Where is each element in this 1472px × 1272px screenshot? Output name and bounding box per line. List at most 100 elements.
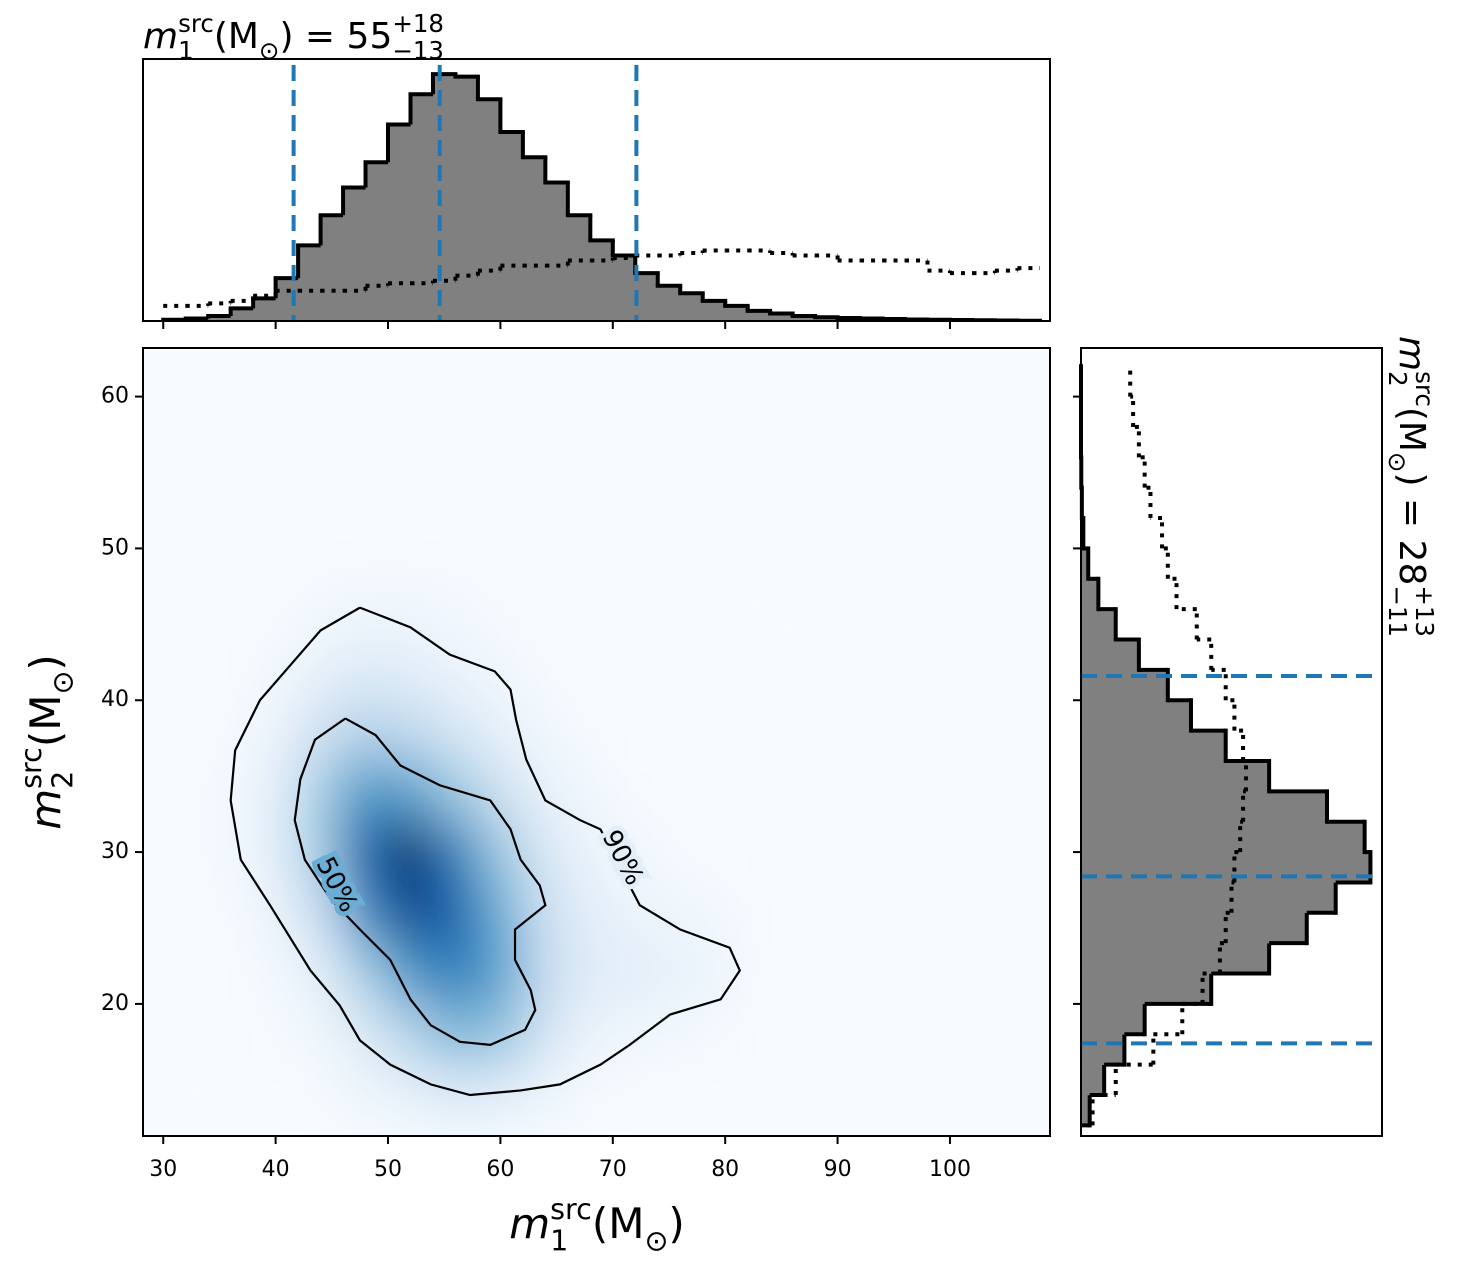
density-cell [388, 943, 434, 1005]
density-cell [388, 639, 434, 701]
density-cell [522, 1003, 569, 1066]
x-tick-label: 90 [824, 1157, 852, 1182]
density-cell [657, 821, 704, 883]
panel-title-part: ) = 55 [279, 16, 392, 57]
density-cell [702, 639, 749, 701]
density-cell [343, 1064, 389, 1126]
density-cell [612, 700, 659, 762]
density-cell [477, 1064, 524, 1126]
density-cell [432, 1003, 479, 1066]
panel-frame [142, 347, 1051, 1137]
density-cell [298, 760, 344, 823]
panel-title-part: −13 [392, 36, 444, 65]
density-cell [612, 882, 659, 944]
density-cell [208, 1003, 254, 1066]
hist-bar [680, 293, 704, 321]
hist-bar [1081, 912, 1308, 944]
hist-bar [702, 300, 726, 321]
x-axis-label-part: (M [592, 1199, 645, 1248]
hist-bar [275, 278, 299, 321]
hist-bar [1081, 973, 1212, 1005]
density-cell [657, 1064, 704, 1126]
density-cell [522, 700, 569, 762]
hist-bar [320, 215, 344, 321]
density-cell [657, 639, 704, 701]
density-cell [702, 882, 749, 944]
hist-bar [522, 157, 546, 321]
density-cell [298, 943, 344, 1005]
density-cell [253, 1064, 299, 1126]
hist-bar [1081, 852, 1371, 883]
density-cell [253, 578, 299, 641]
panel-title-part: +13 [1410, 585, 1439, 637]
density-cell [477, 700, 524, 762]
hist-bar [1081, 1034, 1125, 1065]
hist-bar [792, 315, 816, 321]
panel-title-part: ⊙ [1383, 452, 1412, 473]
density-cell [567, 760, 614, 823]
panel-title-part: 1 [178, 36, 194, 65]
density-cell [208, 882, 254, 944]
hist-bar [1081, 1003, 1145, 1035]
density-cell [612, 760, 659, 823]
x-tick-label: 50 [374, 1157, 402, 1182]
density-cell [343, 821, 389, 883]
heatmap [208, 578, 794, 1126]
density-cell [253, 1003, 299, 1066]
density-cell [702, 1064, 749, 1126]
density-cell [388, 700, 434, 762]
x-axis-label-part: 1 [550, 1224, 568, 1258]
x-tick-label: 70 [599, 1157, 627, 1182]
density-cell [298, 821, 344, 883]
hist-bar [747, 310, 771, 321]
density-cell [747, 578, 794, 641]
hist-bar [590, 240, 614, 321]
density-cell [567, 821, 614, 883]
density-cell [747, 700, 794, 762]
density-cell [432, 760, 479, 823]
density-cell [298, 639, 344, 701]
hist-bar [1081, 639, 1140, 671]
histogram [161, 72, 1042, 321]
density-cell [208, 821, 254, 883]
density-cell [702, 760, 749, 823]
density-cell [702, 700, 749, 762]
y-axis-label-part: src [14, 747, 48, 789]
density-cell [432, 943, 479, 1005]
density-cell [432, 639, 479, 701]
density-cell [567, 578, 614, 641]
density-cell [253, 639, 299, 701]
hist-bar [388, 124, 411, 321]
x-tick-label: 80 [711, 1157, 739, 1182]
density-cell [567, 1003, 614, 1066]
hist-bar [635, 273, 659, 321]
density-cell [253, 943, 299, 1005]
panel-title-part: m [143, 16, 178, 57]
density-cell [657, 943, 704, 1005]
contour [229, 606, 742, 1097]
hist-bar [1081, 791, 1328, 823]
density-cell [522, 882, 569, 944]
hist-bar [770, 313, 793, 321]
x-axis-label-part: ⊙ [644, 1224, 668, 1258]
density-cell [702, 821, 749, 883]
hist-bar [432, 74, 456, 321]
density-cell [657, 700, 704, 762]
hist-bar [545, 182, 569, 321]
density-cell [747, 882, 794, 944]
hist-bar [1081, 821, 1365, 853]
density-cell [343, 639, 389, 701]
y-tick-label: 20 [101, 991, 129, 1016]
density-cell [747, 1064, 794, 1126]
density-cell [657, 578, 704, 641]
density-cell [343, 943, 389, 1005]
x-axis-label-part: ) [668, 1199, 684, 1248]
panel-title-part: (M [1391, 407, 1432, 452]
density-cell [208, 639, 254, 701]
